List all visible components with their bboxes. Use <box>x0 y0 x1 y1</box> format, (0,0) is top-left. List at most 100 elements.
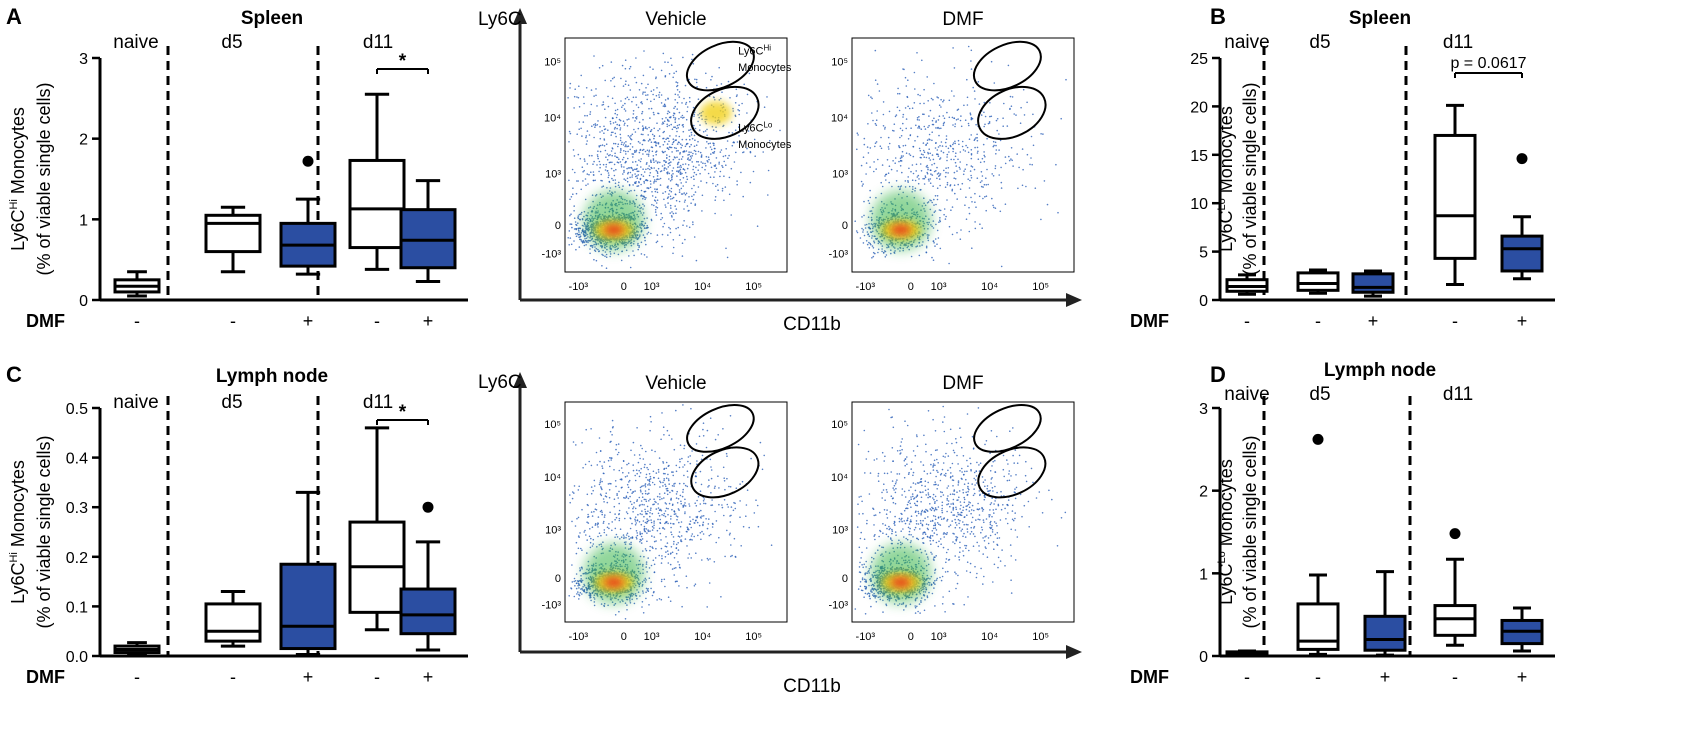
flow-event <box>725 247 727 250</box>
flow-event <box>645 197 647 199</box>
flow-y-label: Ly6C <box>478 9 522 30</box>
dmf-sign: - <box>134 311 140 331</box>
flow-event <box>640 133 643 136</box>
flow-event <box>638 454 641 456</box>
flow-event <box>609 255 611 258</box>
flow-event <box>582 233 585 236</box>
flow-event <box>902 145 905 147</box>
flow-event <box>581 135 583 137</box>
flow-event <box>646 128 648 130</box>
flow-event <box>625 249 628 252</box>
flow-event <box>677 226 679 229</box>
flow-event <box>669 522 672 525</box>
flow-event <box>860 180 863 183</box>
flow-event <box>699 503 702 505</box>
flow-event <box>978 195 981 198</box>
flow-event <box>954 161 957 164</box>
flow-event <box>913 71 916 74</box>
flow-event <box>682 130 685 133</box>
flow-event <box>902 122 904 125</box>
flow-event <box>581 587 583 590</box>
flow-event <box>873 241 876 244</box>
flow-event <box>646 179 648 182</box>
y-axis-label: Ly6CLo Monocytes <box>1216 106 1236 252</box>
flow-event <box>642 175 645 177</box>
flow-event <box>660 562 663 564</box>
flow-event <box>943 169 945 172</box>
flow-event <box>966 78 968 81</box>
flow-event <box>598 145 600 147</box>
flow-event <box>711 125 714 128</box>
flow-event <box>589 541 592 544</box>
flow-event <box>933 211 936 213</box>
flow-event <box>868 202 871 205</box>
flow-event <box>939 173 942 175</box>
flow-event <box>647 167 649 170</box>
flow-event <box>623 171 625 173</box>
y-label-sup: Lo <box>1216 198 1228 210</box>
flow-event <box>702 435 705 437</box>
flow-event <box>630 138 633 141</box>
flow-event <box>624 67 627 70</box>
flow-event <box>923 177 926 180</box>
flow-event <box>680 166 682 168</box>
flow-event <box>991 173 993 175</box>
y-tick-label: 0.4 <box>66 451 88 468</box>
flow-event <box>742 69 745 71</box>
flow-event <box>925 246 928 249</box>
flow-event <box>704 162 706 165</box>
flow-event <box>644 222 647 224</box>
flow-event <box>610 134 612 136</box>
flow-event <box>934 210 937 212</box>
flow-event <box>603 139 606 141</box>
flow-event <box>938 104 941 106</box>
flow-event <box>702 428 704 431</box>
flow-event <box>597 120 599 122</box>
flow-event <box>608 154 610 157</box>
flow-event <box>882 125 885 127</box>
flow-event <box>900 160 902 162</box>
flow-event <box>589 113 591 115</box>
flow-event <box>695 552 697 554</box>
flow-event <box>666 123 668 126</box>
flow-event <box>965 218 968 220</box>
flow-event <box>936 173 939 175</box>
flow-event <box>662 192 664 194</box>
flow-event <box>570 213 572 215</box>
flow-event <box>624 517 626 520</box>
flow-event <box>956 109 959 111</box>
flow-event <box>646 227 648 229</box>
flow-event <box>646 224 648 227</box>
flow-event <box>645 549 648 552</box>
flow-event <box>635 149 638 152</box>
flow-event <box>653 204 655 207</box>
flow-event <box>956 170 958 172</box>
flow-event <box>664 204 666 206</box>
flow-event <box>681 102 683 104</box>
flow-event <box>750 457 752 460</box>
flow-event <box>883 250 886 252</box>
flow-event <box>576 96 578 98</box>
flow-event <box>708 534 711 537</box>
flow-event <box>721 91 723 93</box>
flow-event <box>884 126 886 129</box>
flow-event <box>779 129 781 132</box>
flow-event <box>614 112 616 115</box>
flow-event <box>569 82 572 85</box>
flow-event <box>693 194 695 196</box>
flow-event <box>697 161 700 163</box>
flow-event <box>653 127 655 130</box>
flow-event <box>642 93 644 95</box>
flow-event <box>700 180 702 182</box>
flow-event <box>635 96 637 98</box>
flow-event <box>618 519 621 522</box>
flow-event <box>727 506 729 508</box>
flow-event <box>599 480 602 482</box>
flow-event <box>638 89 641 91</box>
flow-event <box>691 137 694 140</box>
flow-event <box>624 618 627 620</box>
flow-event <box>690 407 692 410</box>
flow-event <box>676 101 679 104</box>
flow-event <box>899 165 902 167</box>
flow-event <box>631 503 633 506</box>
